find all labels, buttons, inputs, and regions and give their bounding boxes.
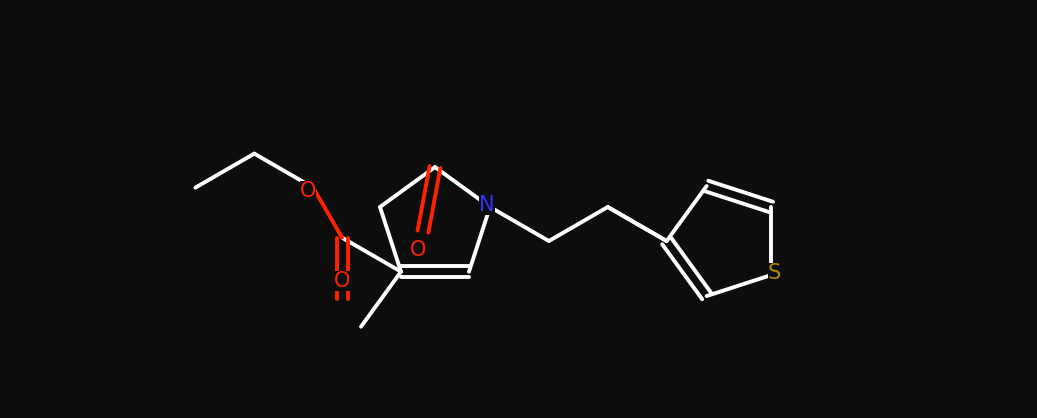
Text: O: O [410, 240, 426, 260]
Text: O: O [300, 181, 316, 201]
Text: N: N [479, 195, 495, 215]
Text: O: O [334, 271, 351, 291]
Text: S: S [767, 263, 781, 283]
